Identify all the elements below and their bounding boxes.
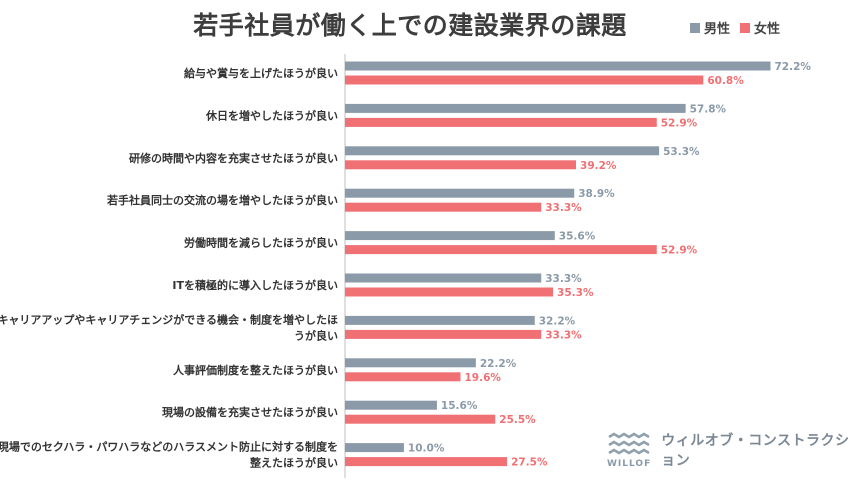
chart-title: 若手社員が働く上での建設業界の課題 [193, 11, 627, 40]
bar-male [345, 358, 476, 368]
category-label: キャリアアップやキャリアチェンジができる機会・制度を増やしたほうが良い [0, 312, 338, 342]
value-label-female: 39.2% [580, 160, 617, 172]
category-label-line: 人事評価制度を整えたほうが良い [173, 363, 338, 377]
category-label: ITを積極的に導入したほうが良い [172, 278, 338, 292]
bar-male [345, 146, 660, 156]
legend-label-male: 男性 [704, 22, 731, 37]
bar-female [345, 372, 461, 382]
category-label-line: ITを積極的に導入したほうが良い [172, 278, 338, 292]
legend-item-male: 男性 [690, 18, 730, 37]
category-label-line: 現場でのセクハラ・パワハラなどのハラスメント防止に対する制度を [0, 440, 338, 454]
bar-female [345, 457, 508, 467]
legend-item-female: 女性 [740, 18, 780, 37]
value-label-female: 52.9% [661, 245, 698, 257]
value-label-male: 15.6% [441, 400, 478, 412]
value-label-male: 38.9% [578, 188, 615, 200]
category-label: 休日を増やしたほうが良い [205, 108, 338, 122]
bar-male [345, 400, 437, 410]
category-label: 現場の設備を充実させたほうが良い [162, 405, 338, 419]
bar-male [345, 273, 542, 283]
wave-icon [608, 432, 650, 454]
bar-female [345, 75, 704, 85]
category-label-line: 研修の時間や内容を充実させたほうが良い [129, 151, 338, 165]
category-label: 研修の時間や内容を充実させたほうが良い [129, 151, 338, 165]
category-label-line: 若手社員同士の交流の場を増やしたほうが良い [107, 193, 338, 207]
bar-female [345, 117, 657, 127]
value-label-male: 33.3% [545, 273, 582, 285]
value-label-male: 35.6% [559, 231, 596, 243]
brand-mark-text: WILLOF [607, 458, 652, 469]
category-label-line: 休日を増やしたほうが良い [205, 108, 338, 122]
bar-male [345, 188, 575, 198]
bar-male [345, 103, 686, 113]
category-label-line: キャリアアップやキャリアチェンジができる機会・制度を増やしたほ [0, 312, 338, 326]
category-label: 人事評価制度を整えたほうが良い [173, 363, 338, 377]
bar-female [345, 245, 657, 255]
category-label-line: 現場の設備を充実させたほうが良い [162, 405, 338, 419]
value-label-female: 35.3% [557, 287, 594, 299]
bar-female [345, 329, 542, 339]
bar-male [345, 61, 771, 71]
value-label-female: 33.3% [545, 329, 582, 341]
legend-swatch-male [690, 22, 700, 33]
value-label-female: 25.5% [499, 414, 536, 426]
value-label-male: 32.2% [539, 315, 576, 327]
bar-male [345, 443, 404, 453]
value-label-female: 27.5% [511, 457, 548, 469]
bar-female [345, 160, 577, 170]
brand-mark: WILLOF [607, 432, 651, 469]
brand-name: ウィルオブ・コンストラクション [661, 433, 850, 469]
category-label-line: 整えたほうが良い [249, 456, 338, 470]
bar-male [345, 315, 535, 325]
category-label-line: うが良い [294, 328, 338, 342]
value-label-male: 57.8% [690, 103, 727, 115]
value-label-female: 19.6% [465, 372, 502, 384]
category-label-line: 給与や賞与を上げたほうが良い [184, 66, 338, 80]
value-label-female: 60.8% [707, 75, 744, 87]
value-label-male: 22.2% [480, 358, 517, 370]
category-label-line: 労働時間を減らしたほうが良い [184, 236, 338, 250]
value-label-female: 33.3% [545, 202, 582, 214]
legend-label-female: 女性 [754, 22, 781, 37]
legend-swatch-female [740, 22, 751, 33]
value-label-male: 53.3% [663, 146, 700, 158]
bar-female [345, 414, 496, 424]
category-label: 若手社員同士の交流の場を増やしたほうが良い [107, 193, 338, 207]
bar-female [345, 287, 554, 297]
value-label-male: 72.2% [774, 61, 811, 73]
legend: 男性 女性 [690, 18, 780, 37]
category-label: 労働時間を減らしたほうが良い [184, 236, 338, 250]
category-label: 給与や賞与を上げたほうが良い [184, 66, 338, 80]
value-label-male: 10.0% [408, 443, 445, 455]
category-label: 現場でのセクハラ・パワハラなどのハラスメント防止に対する制度を整えたほうが良い [0, 440, 338, 470]
brand-logo: WILLOF ウィルオブ・コンストラクション [607, 430, 853, 470]
bar-male [345, 231, 555, 241]
value-label-female: 52.9% [661, 117, 698, 129]
bar-female [345, 202, 542, 212]
